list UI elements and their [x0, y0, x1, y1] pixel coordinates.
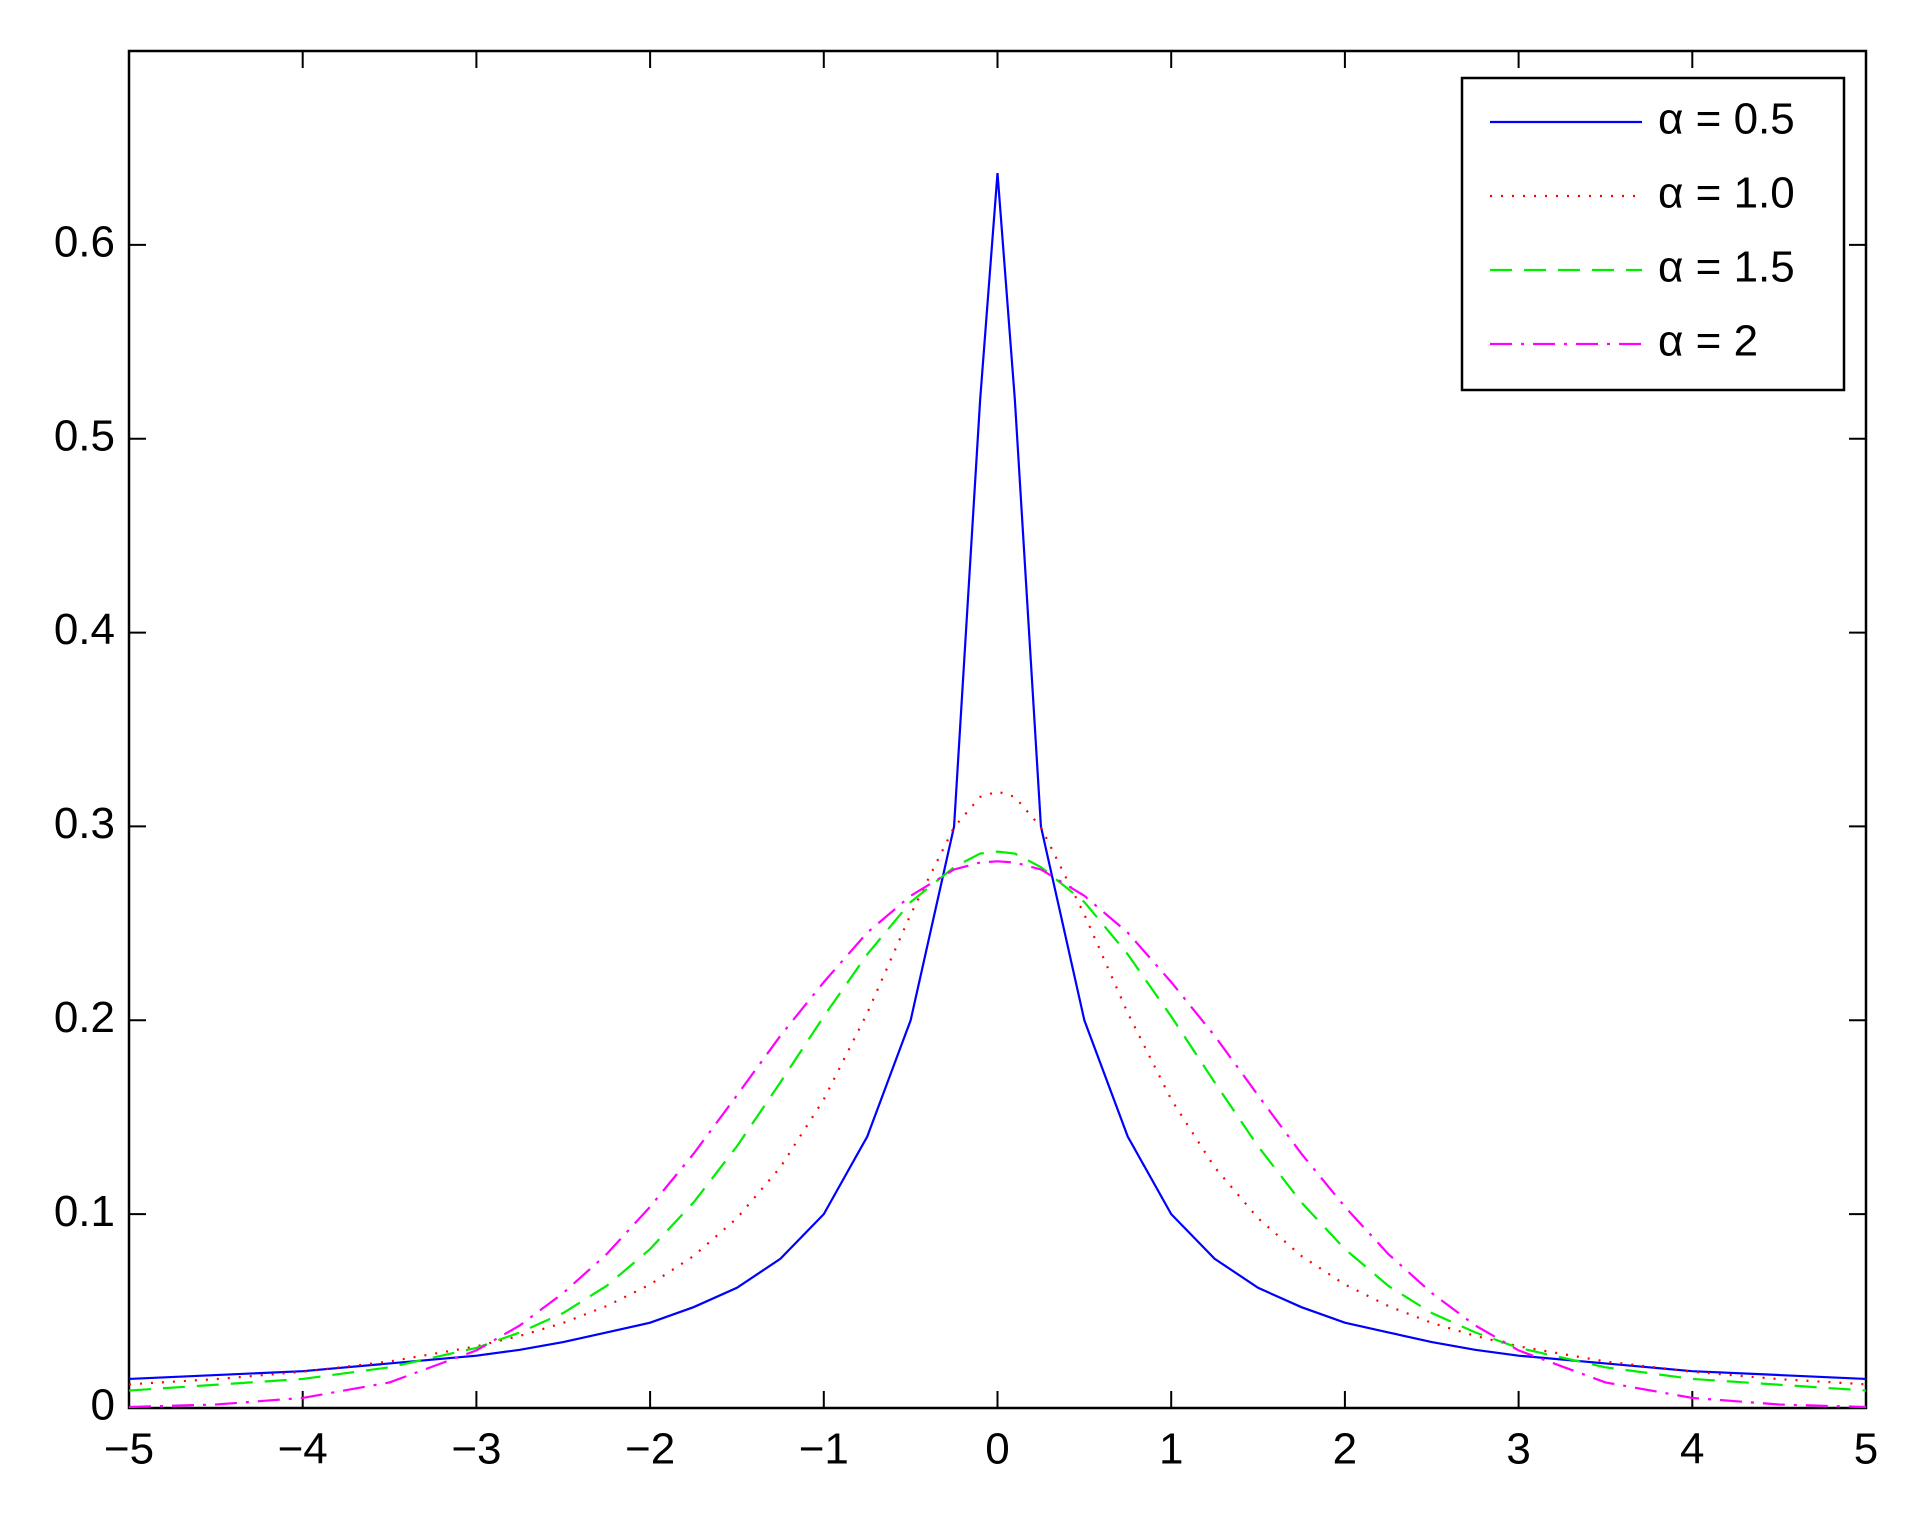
- x-tick-label: 5: [1854, 1425, 1878, 1474]
- y-tick-label: 0: [91, 1381, 115, 1430]
- y-tick-label: 0.5: [54, 411, 115, 460]
- x-tick-label: 3: [1506, 1425, 1530, 1474]
- legend-label: α = 1.5: [1658, 243, 1795, 292]
- series-line: [128, 860, 1867, 1409]
- legend: α = 0.5 α = 1.0 α = 1.5 α = 2: [1460, 76, 1846, 392]
- x-tick-label: 2: [1333, 1425, 1357, 1474]
- legend-label: α = 2: [1658, 317, 1758, 366]
- legend-box: [1460, 76, 1846, 392]
- x-tick-label: 1: [1159, 1425, 1183, 1474]
- y-tick-label: 0.1: [54, 1187, 115, 1236]
- series-line: [128, 850, 1867, 1392]
- y-tick-label: 0.2: [54, 993, 115, 1042]
- y-tick-label: 0.6: [54, 217, 115, 266]
- x-tick-label: −3: [451, 1425, 501, 1474]
- x-tick-label: −5: [104, 1425, 154, 1474]
- y-tick-label: 0.4: [54, 605, 115, 654]
- x-tick-label: −2: [625, 1425, 675, 1474]
- legend-label: α = 1.0: [1658, 169, 1795, 218]
- series-line: [128, 173, 1867, 1381]
- legend-label: α = 0.5: [1658, 95, 1795, 144]
- x-tick-label: −1: [799, 1425, 849, 1474]
- y-tick-label: 0.3: [54, 799, 115, 848]
- x-tick-label: −4: [278, 1425, 328, 1474]
- x-tick-label: 0: [985, 1425, 1009, 1474]
- x-tick-label: 4: [1680, 1425, 1704, 1474]
